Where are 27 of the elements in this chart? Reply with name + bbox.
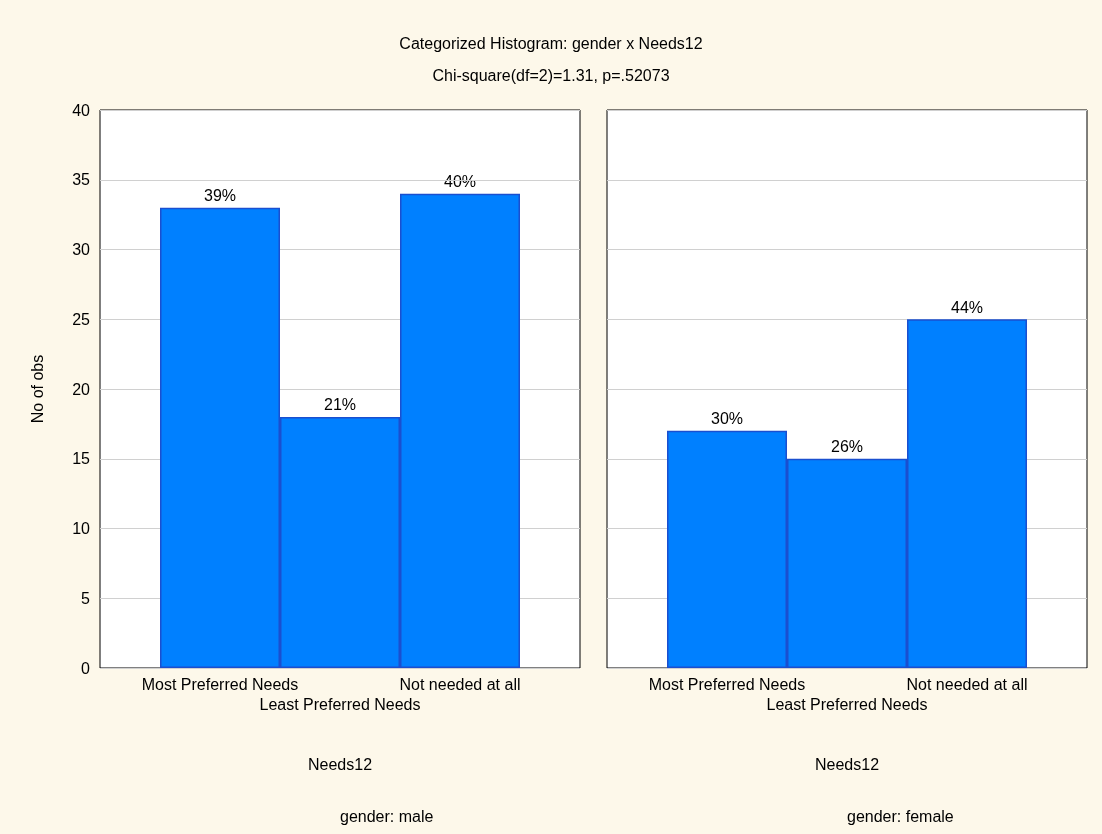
y-tick-label: 20 (72, 380, 91, 398)
y-tick-label: 5 (81, 589, 91, 607)
x-axis-title: Needs12 (307, 755, 373, 773)
x-tick-label: Least Preferred Needs (766, 695, 928, 713)
chart-subtitle: Chi-square(df=2)=1.31, p=.52073 (432, 66, 670, 84)
y-tick-label: 10 (72, 520, 91, 537)
y-tick-label: 0 (81, 659, 91, 677)
y-axis-title: No of obs (28, 354, 46, 424)
text: gender: female (847, 807, 954, 825)
y-tick-label: 25 (72, 310, 91, 328)
y-tick-label: 30 (72, 241, 91, 258)
annotation: 39% (203, 187, 237, 205)
x-tick-label: Not needed at all (399, 675, 521, 693)
x-tick-label: Not needed at all (906, 675, 1028, 693)
text: gender: male (340, 807, 434, 825)
x-tick-label: Least Preferred Needs (259, 695, 421, 713)
y-tick-label: 35 (72, 171, 91, 189)
chart-title: Categorized Histogram: gender x Needs12 (399, 34, 703, 52)
x-tick-label: Most Preferred Needs (141, 675, 299, 693)
annotation: 30% (710, 410, 744, 428)
y-tick-label: 40 (72, 101, 91, 119)
x-axis-title: Needs12 (814, 755, 880, 773)
x-tick-label: Most Preferred Needs (648, 675, 806, 693)
annotation: 21% (323, 396, 357, 414)
y-tick-label: 15 (72, 450, 91, 468)
annotation: 44% (950, 298, 984, 316)
annotation: 26% (830, 438, 864, 456)
